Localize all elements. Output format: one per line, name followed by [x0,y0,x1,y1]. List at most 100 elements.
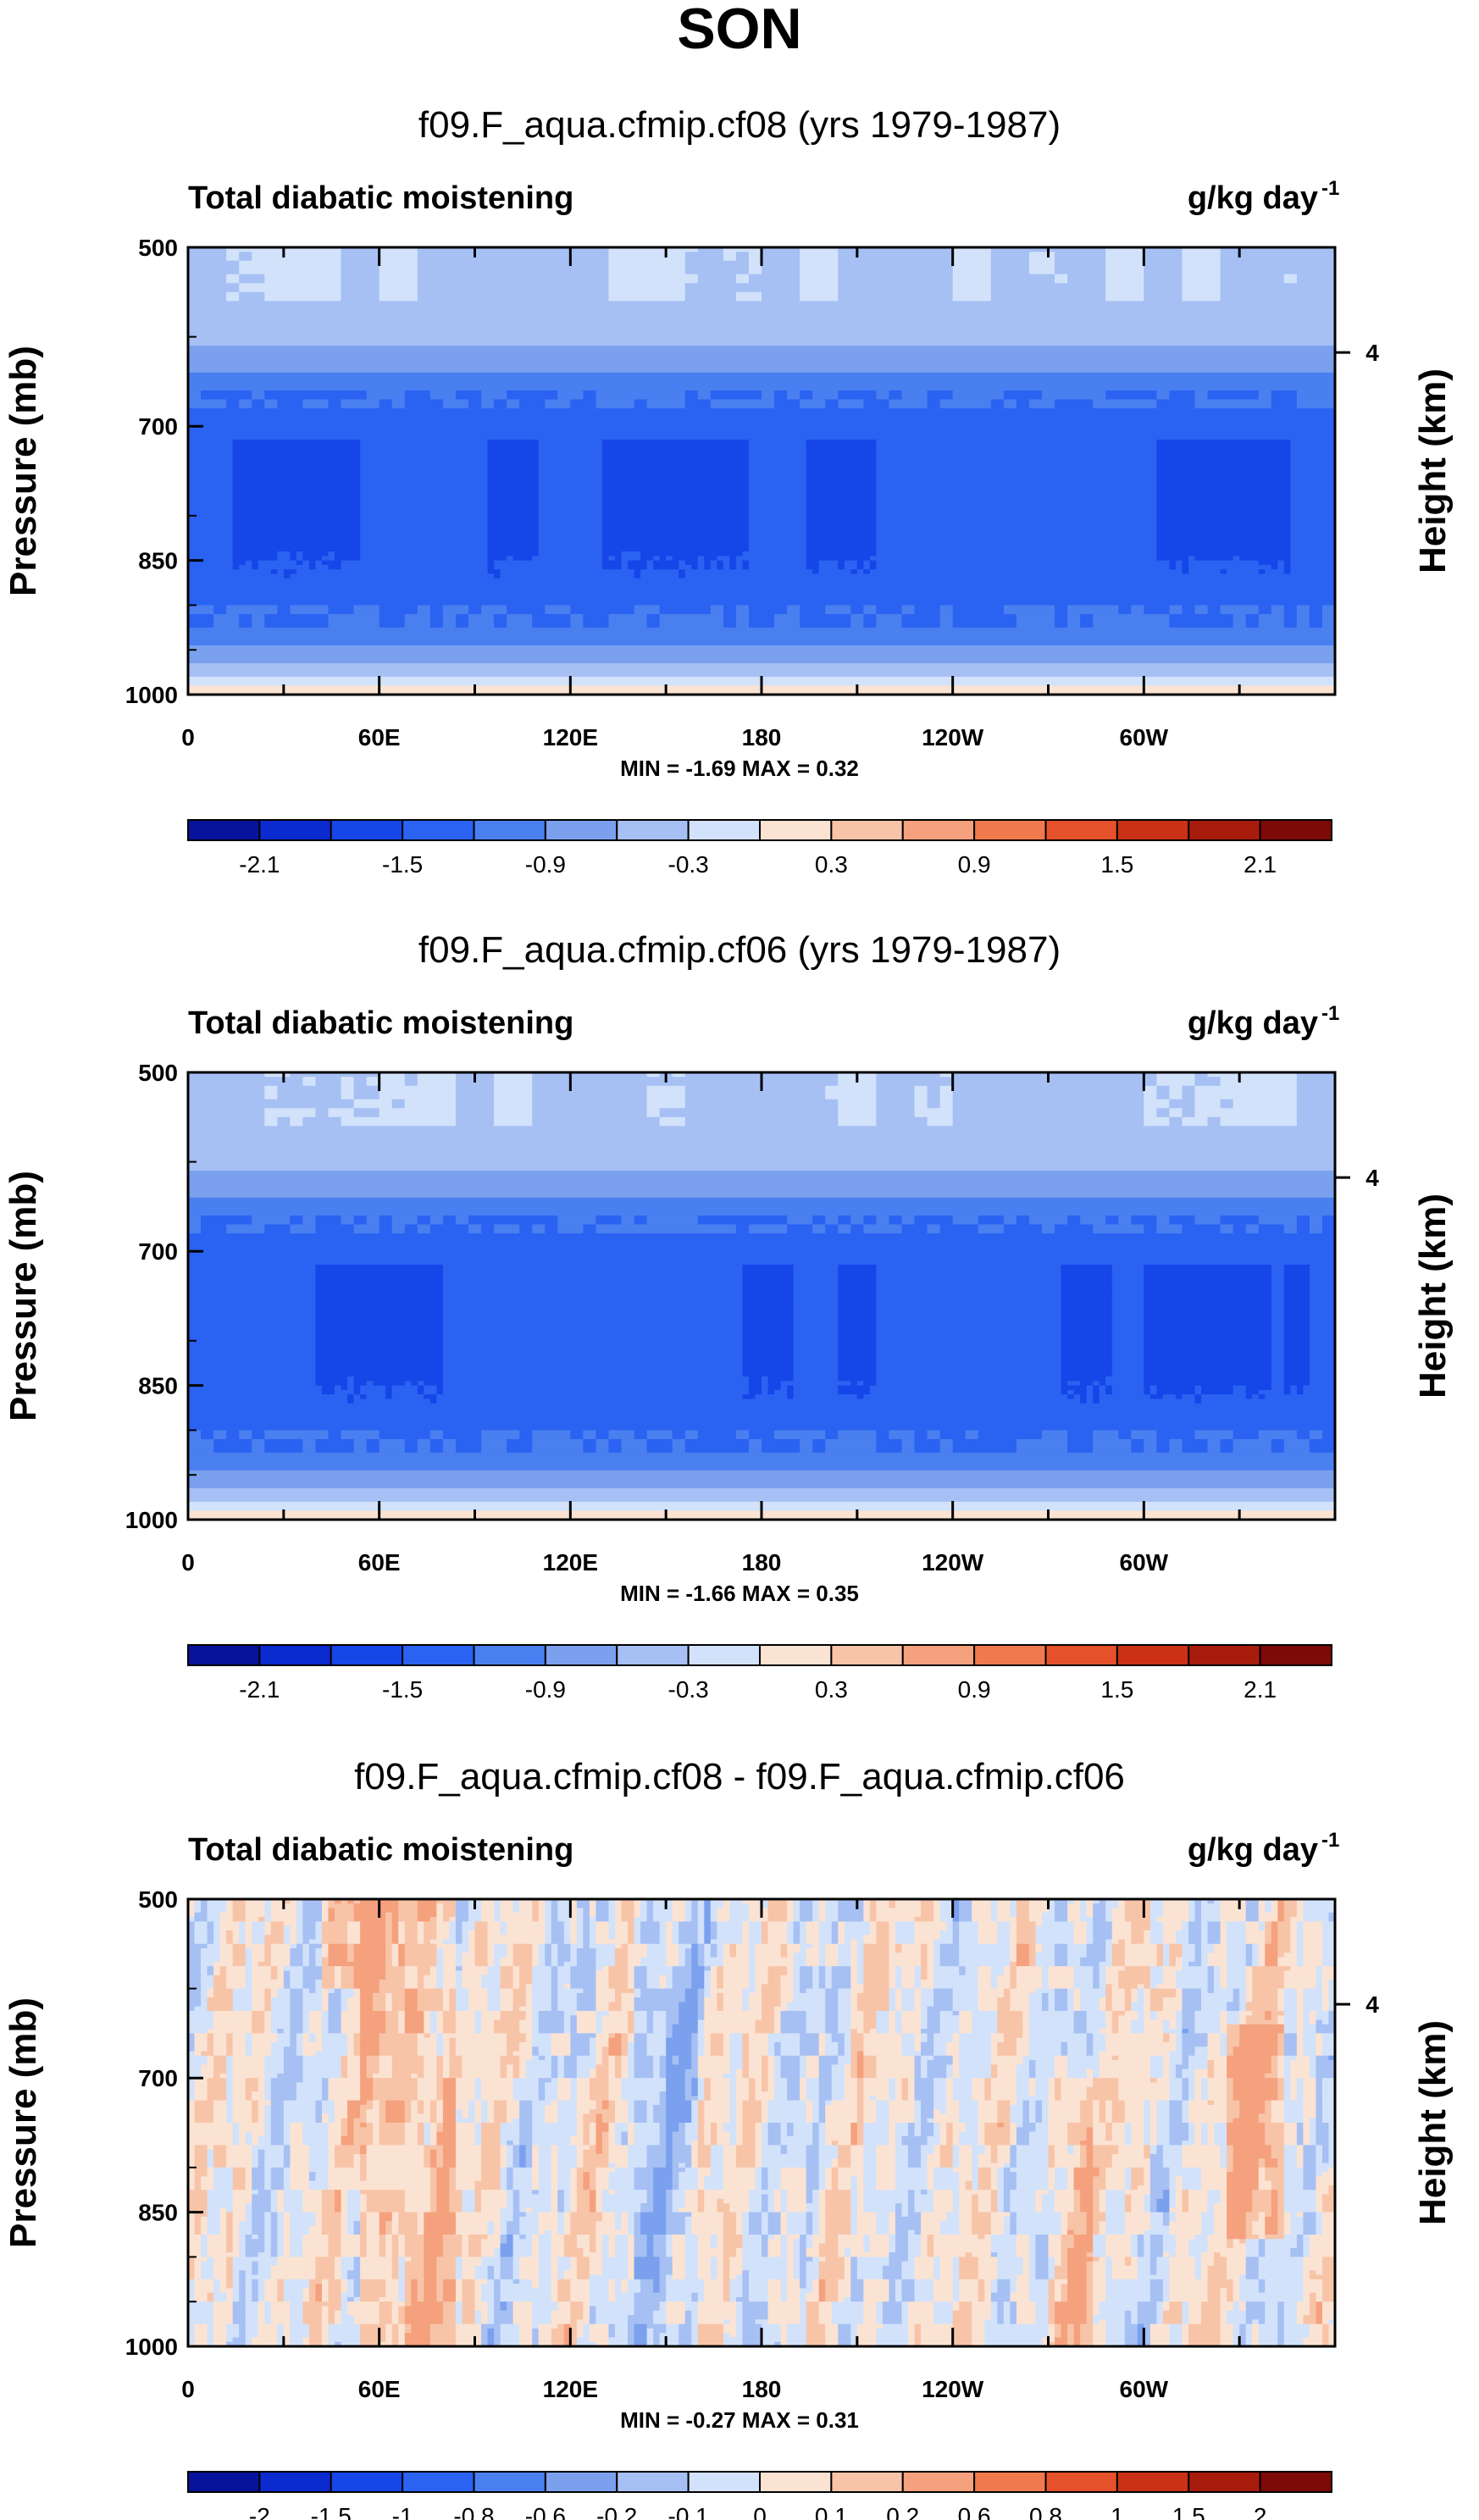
heatmap-cell [1296,618,1310,624]
heatmap-cell [1086,1912,1094,1918]
heatmap-cell [226,1970,246,1976]
heatmap-cell [601,542,750,548]
heatmap-cell [302,1984,317,1990]
heatmap-cell [889,390,903,396]
heatmap-cell [270,1966,278,1972]
heatmap-cell [1073,2002,1081,2008]
heatmap-cell [800,1899,813,1904]
heatmap-cell [1048,2006,1055,2012]
heatmap-cell [1144,1371,1272,1377]
heatmap-cell [634,1434,648,1440]
heatmap-cell [385,2015,399,2021]
heatmap-cell [391,1921,399,1927]
heatmap-cell [1194,1912,1202,1918]
heatmap-cell [1028,1961,1037,1967]
heatmap-cell [978,1930,998,1936]
heatmap-cell [1111,1340,1144,1346]
heatmap-cell [360,2011,386,2016]
heatmap-cell [608,2002,623,2008]
heatmap-cell [188,1153,1336,1158]
heatmap-cell [1169,1108,1183,1114]
heatmap-cell [373,2002,386,2008]
heatmap-cell [429,390,457,396]
heatmap-cell [557,1943,571,1949]
heatmap-cell [302,1948,310,1953]
heatmap-cell [570,1921,578,1927]
heatmap-cell [1093,1228,1144,1234]
heatmap-cell [583,1438,597,1444]
heatmap-cell [1283,1300,1310,1306]
heatmap-cell [487,546,540,552]
heatmap-cell [1111,1354,1144,1360]
heatmap-cell [800,296,839,302]
heatmap-cell [213,1430,227,1436]
heatmap-cell [1182,1094,1196,1100]
heatmap-cell [838,1336,877,1342]
heatmap-cell [780,1988,795,1994]
heatmap-cell [436,1917,444,1922]
heatmap-cell [1271,1273,1285,1279]
heatmap-cell [927,2011,941,2016]
heatmap-cell [850,1381,858,1387]
heatmap-cell [1086,1908,1094,1914]
heatmap-cell [328,2011,342,2016]
heatmap-cell [634,1988,641,1994]
heatmap-cell [442,1438,457,1444]
heatmap-cell [1283,2002,1298,2008]
heatmap-cell [188,1921,196,1927]
heatmap-cell [704,1997,717,2003]
heatmap-cell [793,1992,826,1998]
heatmap-cell [927,1103,941,1109]
heatmap-cell [825,1438,877,1444]
heatmap-cell [710,1925,717,1931]
heatmap-cell [398,1921,406,1927]
heatmap-cell [1309,1291,1336,1297]
heatmap-cell [429,1215,444,1221]
heatmap-cell [290,1957,303,1963]
heatmap-cell [188,493,234,499]
heatmap-cell [723,1970,750,1976]
heatmap-cell [608,256,686,262]
heatmap-cell [500,2011,527,2016]
heatmap-cell [793,1912,800,1918]
heatmap-cell [1227,1943,1247,1949]
heatmap-cell [1271,1340,1285,1346]
heatmap-cell [767,1389,775,1395]
heatmap-cell [1175,1930,1189,1936]
heatmap-cell [436,1974,444,1980]
heatmap-cell [646,1443,673,1449]
heatmap-cell [201,1220,252,1226]
heatmap-cell [767,1980,782,1985]
heatmap-cell [1175,1974,1209,1980]
heatmap-cell [1207,1438,1221,1444]
heatmap-cell [952,1899,960,1904]
heatmap-cell [404,1072,418,1077]
heatmap-cell [302,1917,323,1922]
heatmap-cell [672,1917,686,1922]
heatmap-cell [806,524,877,530]
heatmap-cell [1055,399,1094,405]
heatmap-cell [570,1974,597,1980]
heatmap-cell [188,515,234,521]
heatmap-cell [494,613,507,619]
heatmap-cell [889,1935,896,1941]
heatmap-cell [360,462,489,468]
heatmap-cell [487,1935,546,1941]
heatmap-cell [1303,1943,1323,1949]
heatmap-cell [201,1992,208,1998]
heatmap-cell [188,1394,348,1400]
heatmap-cell [404,2002,418,2008]
heatmap-cell [494,1903,501,1909]
heatmap-cell [901,623,941,629]
heatmap-cell [341,2006,348,2012]
heatmap-cell [863,613,877,619]
heatmap-cell [226,1984,246,1990]
heatmap-cell [876,613,903,619]
heatmap-cell [729,1917,750,1922]
heatmap-cell [1035,1957,1055,1963]
heatmap-cell [366,1220,380,1226]
heatmap-cell [341,274,380,280]
heatmap-cell [1321,1952,1336,1958]
heatmap-cell [1169,1961,1177,1967]
heatmap-cell [385,1952,393,1958]
